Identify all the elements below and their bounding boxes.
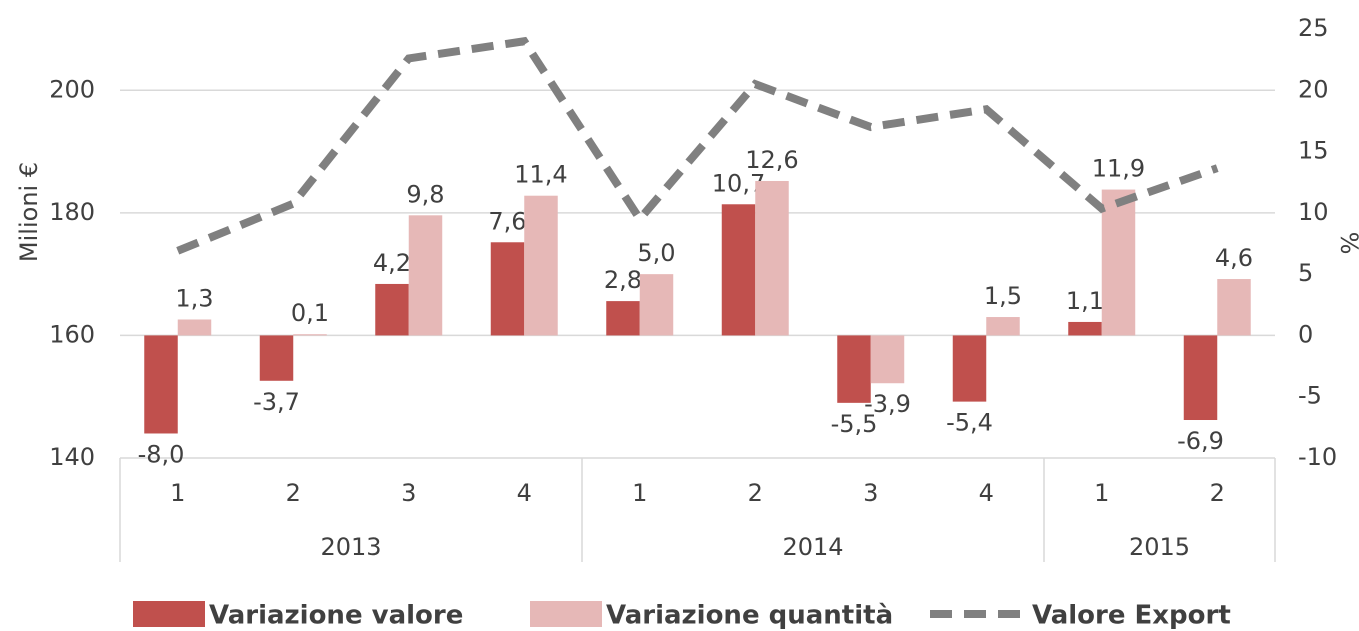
x-tick-label: 2 [748, 479, 763, 507]
x-tick-label: 3 [863, 479, 878, 507]
bar [177, 319, 212, 336]
y2-tick-label: 15 [1298, 137, 1329, 165]
data-label: 1,3 [175, 284, 213, 312]
bar [375, 283, 409, 336]
bar [1183, 335, 1218, 421]
data-label: 7,6 [488, 207, 526, 235]
data-label: -8,0 [138, 440, 185, 468]
bar [721, 204, 756, 336]
data-label: 1,5 [984, 282, 1022, 310]
x-tick-label: 1 [170, 479, 185, 507]
legend-label: Variazione valore [209, 601, 463, 631]
line [176, 36, 1219, 255]
data-label: 12,6 [745, 146, 798, 174]
y2-tick-label: 5 [1298, 259, 1313, 287]
data-label: -6,9 [1177, 427, 1224, 455]
data-label: 2,8 [604, 266, 642, 294]
bar [952, 335, 987, 402]
data-label: 11,4 [514, 161, 567, 189]
bar [755, 180, 789, 336]
y2-tick-label: -10 [1298, 443, 1337, 471]
y2-tick-label: 25 [1298, 14, 1329, 42]
data-label: 4,2 [373, 249, 411, 277]
y2-tick-label: -5 [1298, 382, 1322, 410]
x-tick-label: 1 [1094, 479, 1109, 507]
data-label: 11,9 [1092, 155, 1145, 183]
legend-label: Variazione quantità [606, 601, 893, 631]
y-tick-label: 200 [49, 75, 95, 103]
y-tick-label: 160 [49, 320, 95, 348]
group-label: 2013 [320, 533, 381, 561]
y2-tick-label: 20 [1298, 75, 1329, 103]
bar [1101, 189, 1136, 336]
y-tick-label: 180 [49, 198, 95, 226]
data-label: 5,0 [637, 239, 675, 267]
bar [490, 242, 525, 336]
data-label: 1,1 [1066, 287, 1104, 315]
y2-tick-label: 10 [1298, 198, 1329, 226]
data-label: 9,8 [406, 180, 444, 208]
data-label: -3,7 [253, 388, 300, 416]
data-label: -5,5 [831, 410, 878, 438]
data-label: 4,6 [1215, 244, 1253, 272]
y2-tick-label: 0 [1298, 320, 1313, 348]
group-label: 2015 [1129, 533, 1190, 561]
data-label: -5,4 [946, 409, 993, 437]
bar [408, 215, 443, 336]
bar [837, 335, 871, 403]
legend-label: Valore Export [1032, 601, 1231, 631]
group-label: 2014 [782, 533, 843, 561]
bar [524, 195, 558, 336]
bar [259, 335, 294, 381]
x-tick-label: 4 [979, 479, 994, 507]
bar [144, 335, 178, 434]
legend-swatch [133, 601, 205, 627]
data-label: -3,9 [864, 390, 911, 418]
bar [870, 335, 905, 384]
data-label: 0,1 [291, 299, 329, 327]
bar [1068, 321, 1102, 336]
x-tick-label: 3 [401, 479, 416, 507]
bar [1217, 279, 1251, 336]
x-tick-label: 2 [286, 479, 301, 507]
y2-axis-label: % [1335, 232, 1359, 255]
x-tick-label: 1 [632, 479, 647, 507]
y-axis-label: Milioni € [15, 162, 43, 262]
x-tick-label: 4 [517, 479, 532, 507]
bar [606, 301, 640, 336]
bar [293, 334, 327, 336]
legend-swatch [530, 601, 602, 627]
bar [986, 317, 1020, 336]
x-tick-label: 2 [1210, 479, 1225, 507]
bar [639, 274, 674, 336]
y-tick-label: 140 [49, 443, 95, 471]
